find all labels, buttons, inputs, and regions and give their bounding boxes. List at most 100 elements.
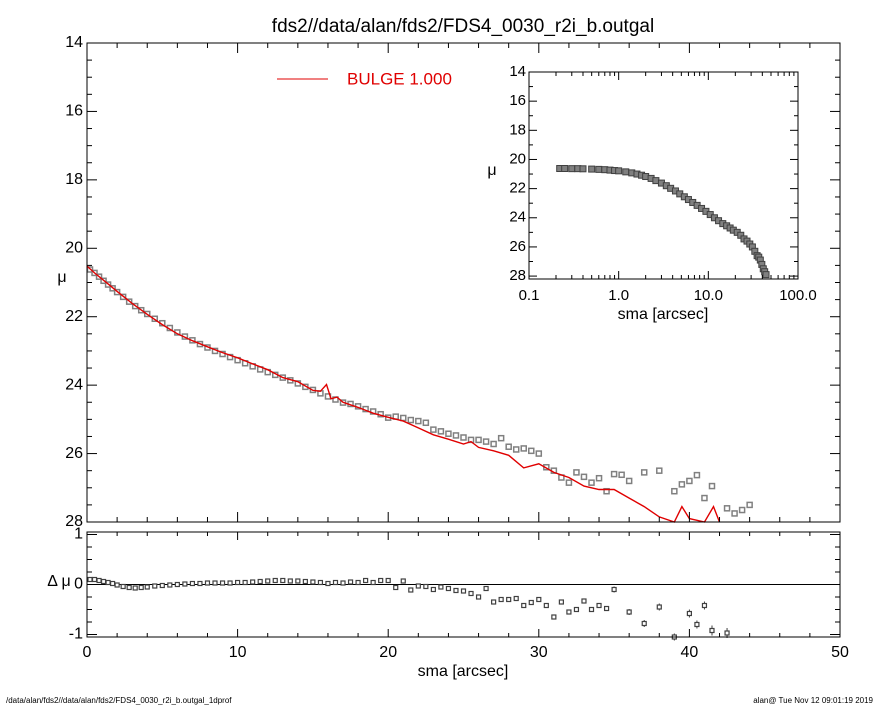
residual-data-point [408,587,414,593]
main-data-point [580,473,588,481]
inset-data-point [561,165,569,173]
residual-data-point [272,577,278,584]
residual-data-point [242,579,248,586]
main-y-tick-label: 26 [65,445,83,462]
inset-axes: 0.1 1.0 10.0 100.0 14 16 18 20 22 24 26 28 [509,63,816,304]
main-data-point [656,467,663,474]
residual-data-point [144,584,150,590]
residual-x-axis-label: sma [arcsec] [418,663,509,680]
residual-y-axis-label: Δ μ [47,573,70,590]
residual-data-point [430,586,436,593]
residual-data-point [378,577,384,584]
residual-data-point [174,581,180,588]
inset-y-tick-label: 16 [509,92,526,109]
main-data-point [430,426,437,433]
residual-data-point [528,599,534,606]
main-data-point [475,436,482,444]
main-y-tick-label: 16 [65,103,83,120]
inset-data-point [579,165,587,173]
residual-data-point [96,577,102,584]
main-y-tick-label: 14 [65,34,83,51]
inset-x-tick-label: 100.0 [779,287,817,304]
residual-data-point [536,596,542,603]
main-data-point [528,447,535,455]
main-data-point [603,487,610,495]
residual-x-tick-label: 50 [831,644,849,661]
inset-data-point [568,165,576,173]
inset-y-axis-label: μ [487,162,496,179]
residual-data-point [686,610,693,617]
residual-data-point [110,580,116,587]
residual-data-point [265,578,271,584]
main-model-line [86,265,721,523]
inset-panel: 0.1 1.0 10.0 100.0 14 16 18 20 22 24 26 28 sma [arc… [487,63,816,323]
main-data-point [497,434,505,442]
main-data-point [708,482,716,490]
residual-data-point [475,594,482,600]
residual-data-point [332,579,339,586]
residual-data-point [114,582,120,588]
main-data-point [565,479,573,486]
inset-plot-area [556,165,770,279]
residual-data-point [551,614,557,620]
residual-data-point [573,606,580,613]
residual-data-point [453,587,459,594]
chart-title: fds2//data/alan/fds2/FDS4_0030_r2i_b.out… [272,16,654,37]
inset-data-point [595,165,603,173]
main-y-tick-label: 28 [65,513,83,530]
residual-data-point [483,585,489,592]
residual-data-point [423,583,429,590]
legend-label-bulge: BULGE 1.000 [347,69,452,88]
main-axes: 14 16 18 20 22 24 26 28 [65,34,841,530]
residual-data-point [100,578,107,585]
inset-y-tick-label: 28 [509,267,526,284]
main-y-tick-label: 24 [65,376,83,393]
residual-x-tick-label: 0 [83,644,92,661]
main-data-point [693,471,701,479]
main-data-point [422,419,430,427]
main-y-axis-label: μ [57,269,66,286]
residual-data-point [370,579,376,586]
residual-data-point [197,580,203,587]
residual-data-point [656,604,662,610]
residual-data-point [219,580,226,586]
main-data-point [738,506,746,514]
main-data-point [731,510,738,517]
main-data-point [588,479,595,486]
residual-data-point [355,579,361,586]
residual-data-point [611,586,617,593]
residual-data-point [257,578,263,585]
main-y-tick-label: 22 [65,308,83,325]
residual-data-point [280,577,286,584]
residual-data-point [250,579,256,585]
residual-data-point [227,580,233,586]
residual-data-point [701,602,708,609]
residual-y-tick-label: 1 [74,526,83,543]
main-panel: 14 16 18 20 22 24 26 28 BULGE 1.000 μ [57,34,841,530]
residual-data-point [438,584,444,590]
residual-data-point [138,584,144,591]
residual-data-point [415,583,421,589]
residual-data-point [340,580,346,586]
footer-filepath: /data/alan/fds2//data/alan/fds2/FDS4_003… [6,696,232,705]
main-data-point [437,428,445,435]
main-data-point [452,432,460,439]
residual-data-point [393,584,399,591]
main-data-point [460,434,467,441]
inset-y-tick-label: 18 [509,121,526,138]
residual-data-point [385,577,391,584]
main-data-point [490,440,497,448]
residual-data-point [641,620,647,627]
residual-data-point [167,582,173,588]
residual-data-point [498,596,504,603]
residual-data-point [513,595,519,602]
main-data-point [369,408,377,415]
residual-data-point [363,577,369,584]
main-data-point [625,477,633,485]
residual-data-point [310,579,316,585]
inset-y-tick-label: 14 [509,63,526,80]
main-data-point [573,469,580,476]
residual-y-tick-label: -1 [69,626,83,643]
residual-data-point [445,585,452,592]
